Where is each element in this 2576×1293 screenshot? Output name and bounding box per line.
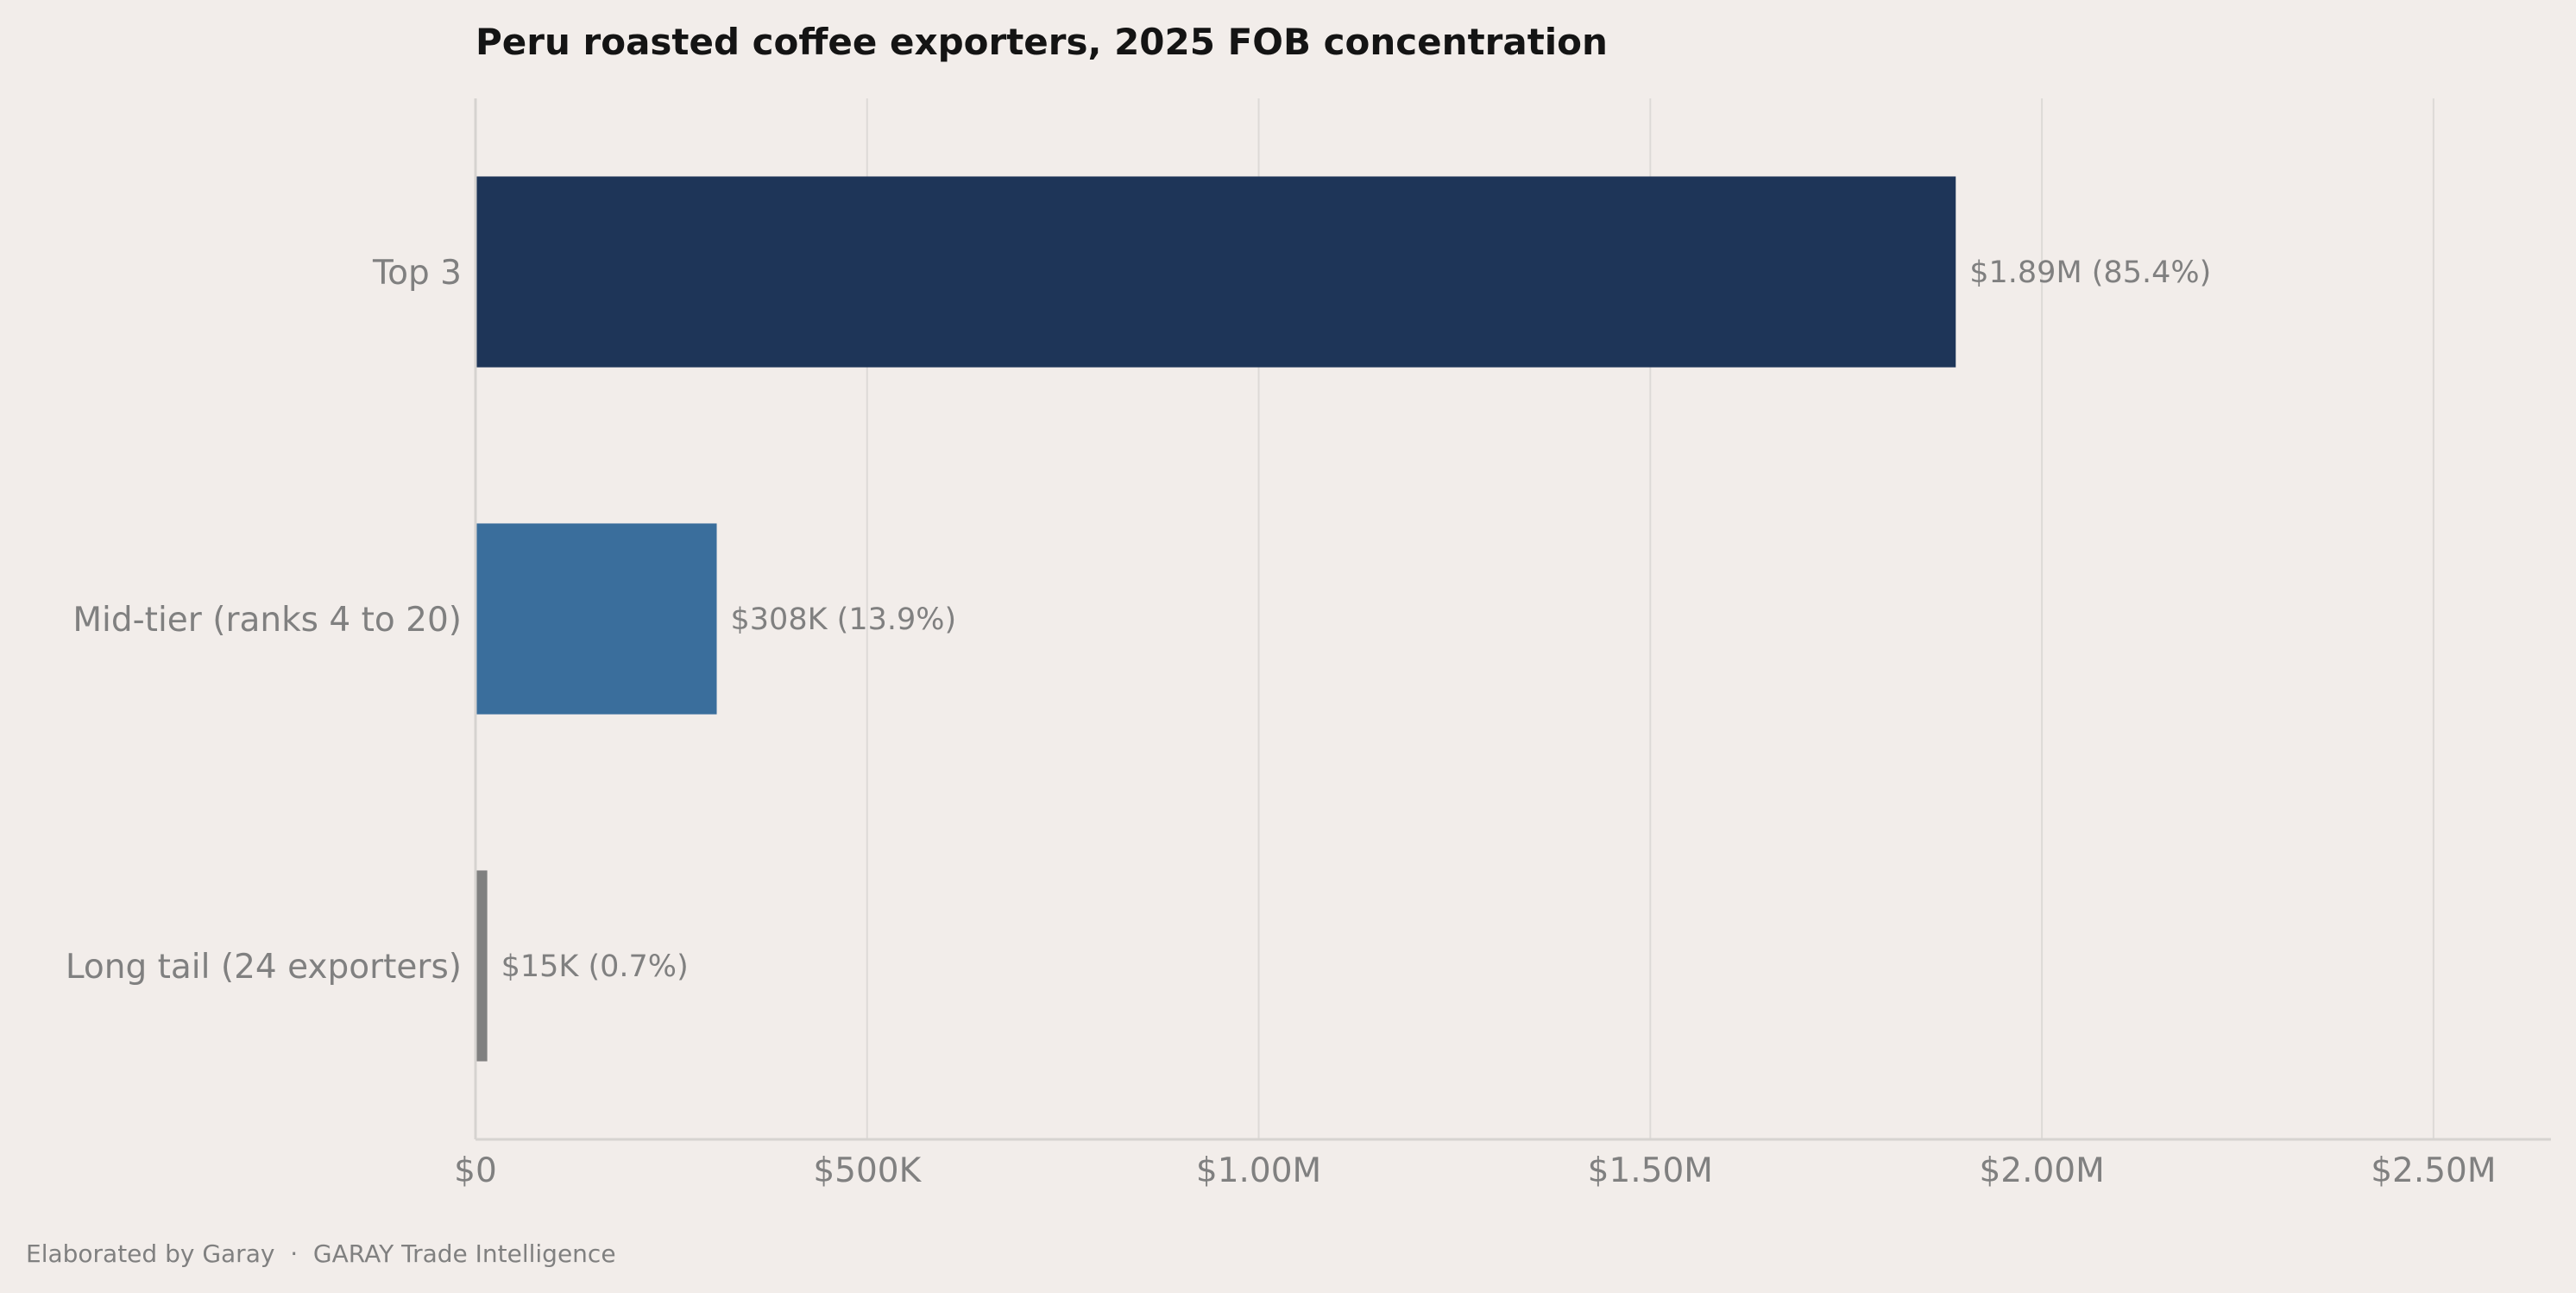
category-label-1: Mid-tier (ranks 4 to 20) (72, 601, 462, 640)
value-label-2: $15K (0.7%) (501, 949, 689, 984)
value-label-1: $308K (13.9%) (731, 602, 957, 637)
value-label-0: $1.89M (85.4%) (1969, 255, 2211, 290)
category-labels: Top 3 Mid-tier (ranks 4 to 20) Long tail (… (66, 254, 462, 987)
x-tick-label-1: $500K (813, 1151, 922, 1190)
bar-2 (476, 870, 488, 1062)
axes (474, 98, 2551, 1141)
category-label-0: Top 3 (372, 254, 462, 293)
chart-title: Peru roasted coffee exporters, 2025 FOB … (476, 21, 1608, 63)
footer-credit: Elaborated by Garay · GARAY Trade Intell… (26, 1239, 616, 1268)
x-tick-label-3: $1.50M (1588, 1151, 1713, 1190)
bar-0 (476, 176, 1956, 368)
x-tick-label-4: $2.00M (1979, 1151, 2104, 1190)
value-labels: $1.89M (85.4%) $308K (13.9%) $15K (0.7%) (501, 255, 2212, 984)
x-tick-label-2: $1.00M (1196, 1151, 1321, 1190)
category-label-2: Long tail (24 exporters) (66, 948, 462, 987)
x-tick-label-0: $0 (454, 1151, 497, 1190)
bars (476, 176, 1956, 1062)
x-tick-labels: $0 $500K $1.00M $1.50M $2.00M $2.50M (454, 1151, 2496, 1190)
x-tick-label-5: $2.50M (2371, 1151, 2496, 1190)
bar-1 (476, 523, 717, 715)
